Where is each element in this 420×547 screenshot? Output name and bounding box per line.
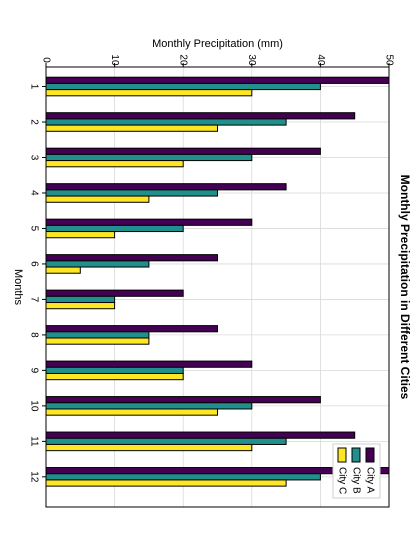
value-tick-label: 30 bbox=[246, 54, 257, 66]
bar-city-a bbox=[45, 112, 356, 120]
chart-title: Monthly Precipitation in Different Citie… bbox=[398, 175, 412, 400]
bar-city-b bbox=[45, 224, 184, 233]
value-tick-label: 10 bbox=[109, 54, 120, 66]
legend-swatch bbox=[365, 447, 375, 463]
value-tick-label: 50 bbox=[383, 54, 394, 66]
category-tick-label: 1 bbox=[28, 84, 39, 90]
bar-city-a bbox=[45, 396, 321, 404]
category-tick-label: 11 bbox=[28, 436, 39, 447]
bar-city-a bbox=[45, 360, 253, 368]
bar-city-b bbox=[45, 295, 116, 304]
bar-city-b bbox=[45, 402, 253, 410]
bar-city-c bbox=[45, 195, 150, 203]
bar-city-c bbox=[45, 160, 184, 168]
bar-city-c bbox=[45, 479, 287, 487]
bar-city-b bbox=[45, 473, 321, 481]
x-axis-label: Monthly Precipitation (mm) bbox=[152, 38, 283, 50]
bar-city-b bbox=[45, 260, 150, 268]
bar-city-b bbox=[45, 366, 184, 374]
bar-city-b bbox=[45, 437, 287, 445]
bar-city-b bbox=[45, 82, 321, 91]
bar-city-b bbox=[45, 331, 150, 339]
plot-frame bbox=[45, 66, 390, 508]
bar-city-b bbox=[45, 189, 218, 197]
bar-city-b bbox=[45, 118, 287, 126]
bar-city-c bbox=[45, 302, 116, 310]
bar-city-a bbox=[45, 289, 184, 297]
value-tick-label: 40 bbox=[315, 54, 326, 66]
y-axis-label: Months bbox=[12, 269, 24, 306]
bar-city-a bbox=[45, 218, 253, 226]
legend-label: City C bbox=[336, 467, 347, 494]
legend-swatch bbox=[337, 447, 347, 463]
legend-swatch bbox=[351, 447, 361, 463]
bar-city-a bbox=[45, 325, 218, 333]
category-tick-label: 3 bbox=[28, 155, 39, 161]
bar-city-c bbox=[45, 124, 218, 132]
category-tick-label: 9 bbox=[28, 368, 39, 374]
value-tick-label: 0 bbox=[40, 57, 51, 63]
category-tick-label: 5 bbox=[28, 226, 39, 232]
bar-city-c bbox=[45, 89, 253, 97]
category-tick-label: 12 bbox=[28, 471, 39, 483]
bar-city-c bbox=[45, 337, 150, 345]
bar-city-a bbox=[45, 254, 218, 262]
bar-city-c bbox=[45, 443, 253, 452]
bar-city-c bbox=[45, 231, 116, 239]
category-tick-label: 10 bbox=[28, 400, 39, 412]
bars-layer bbox=[45, 76, 390, 487]
category-tick-label: 6 bbox=[28, 261, 39, 267]
bar-city-b bbox=[45, 153, 253, 162]
bar-city-a bbox=[45, 147, 321, 155]
value-tick-label: 20 bbox=[178, 54, 189, 66]
bar-city-c bbox=[45, 372, 184, 381]
bar-city-a bbox=[45, 183, 287, 191]
bar-city-a bbox=[45, 431, 356, 439]
bar-city-c bbox=[45, 408, 218, 416]
category-tick-label: 7 bbox=[28, 297, 39, 303]
category-tick-label: 8 bbox=[28, 332, 39, 338]
category-tick-label: 4 bbox=[28, 190, 39, 196]
bar-city-c bbox=[45, 266, 81, 274]
bar-city-a bbox=[45, 76, 390, 84]
legend-label: City B bbox=[350, 467, 361, 494]
legend-label: City A bbox=[364, 467, 375, 493]
category-tick-label: 2 bbox=[28, 119, 39, 125]
